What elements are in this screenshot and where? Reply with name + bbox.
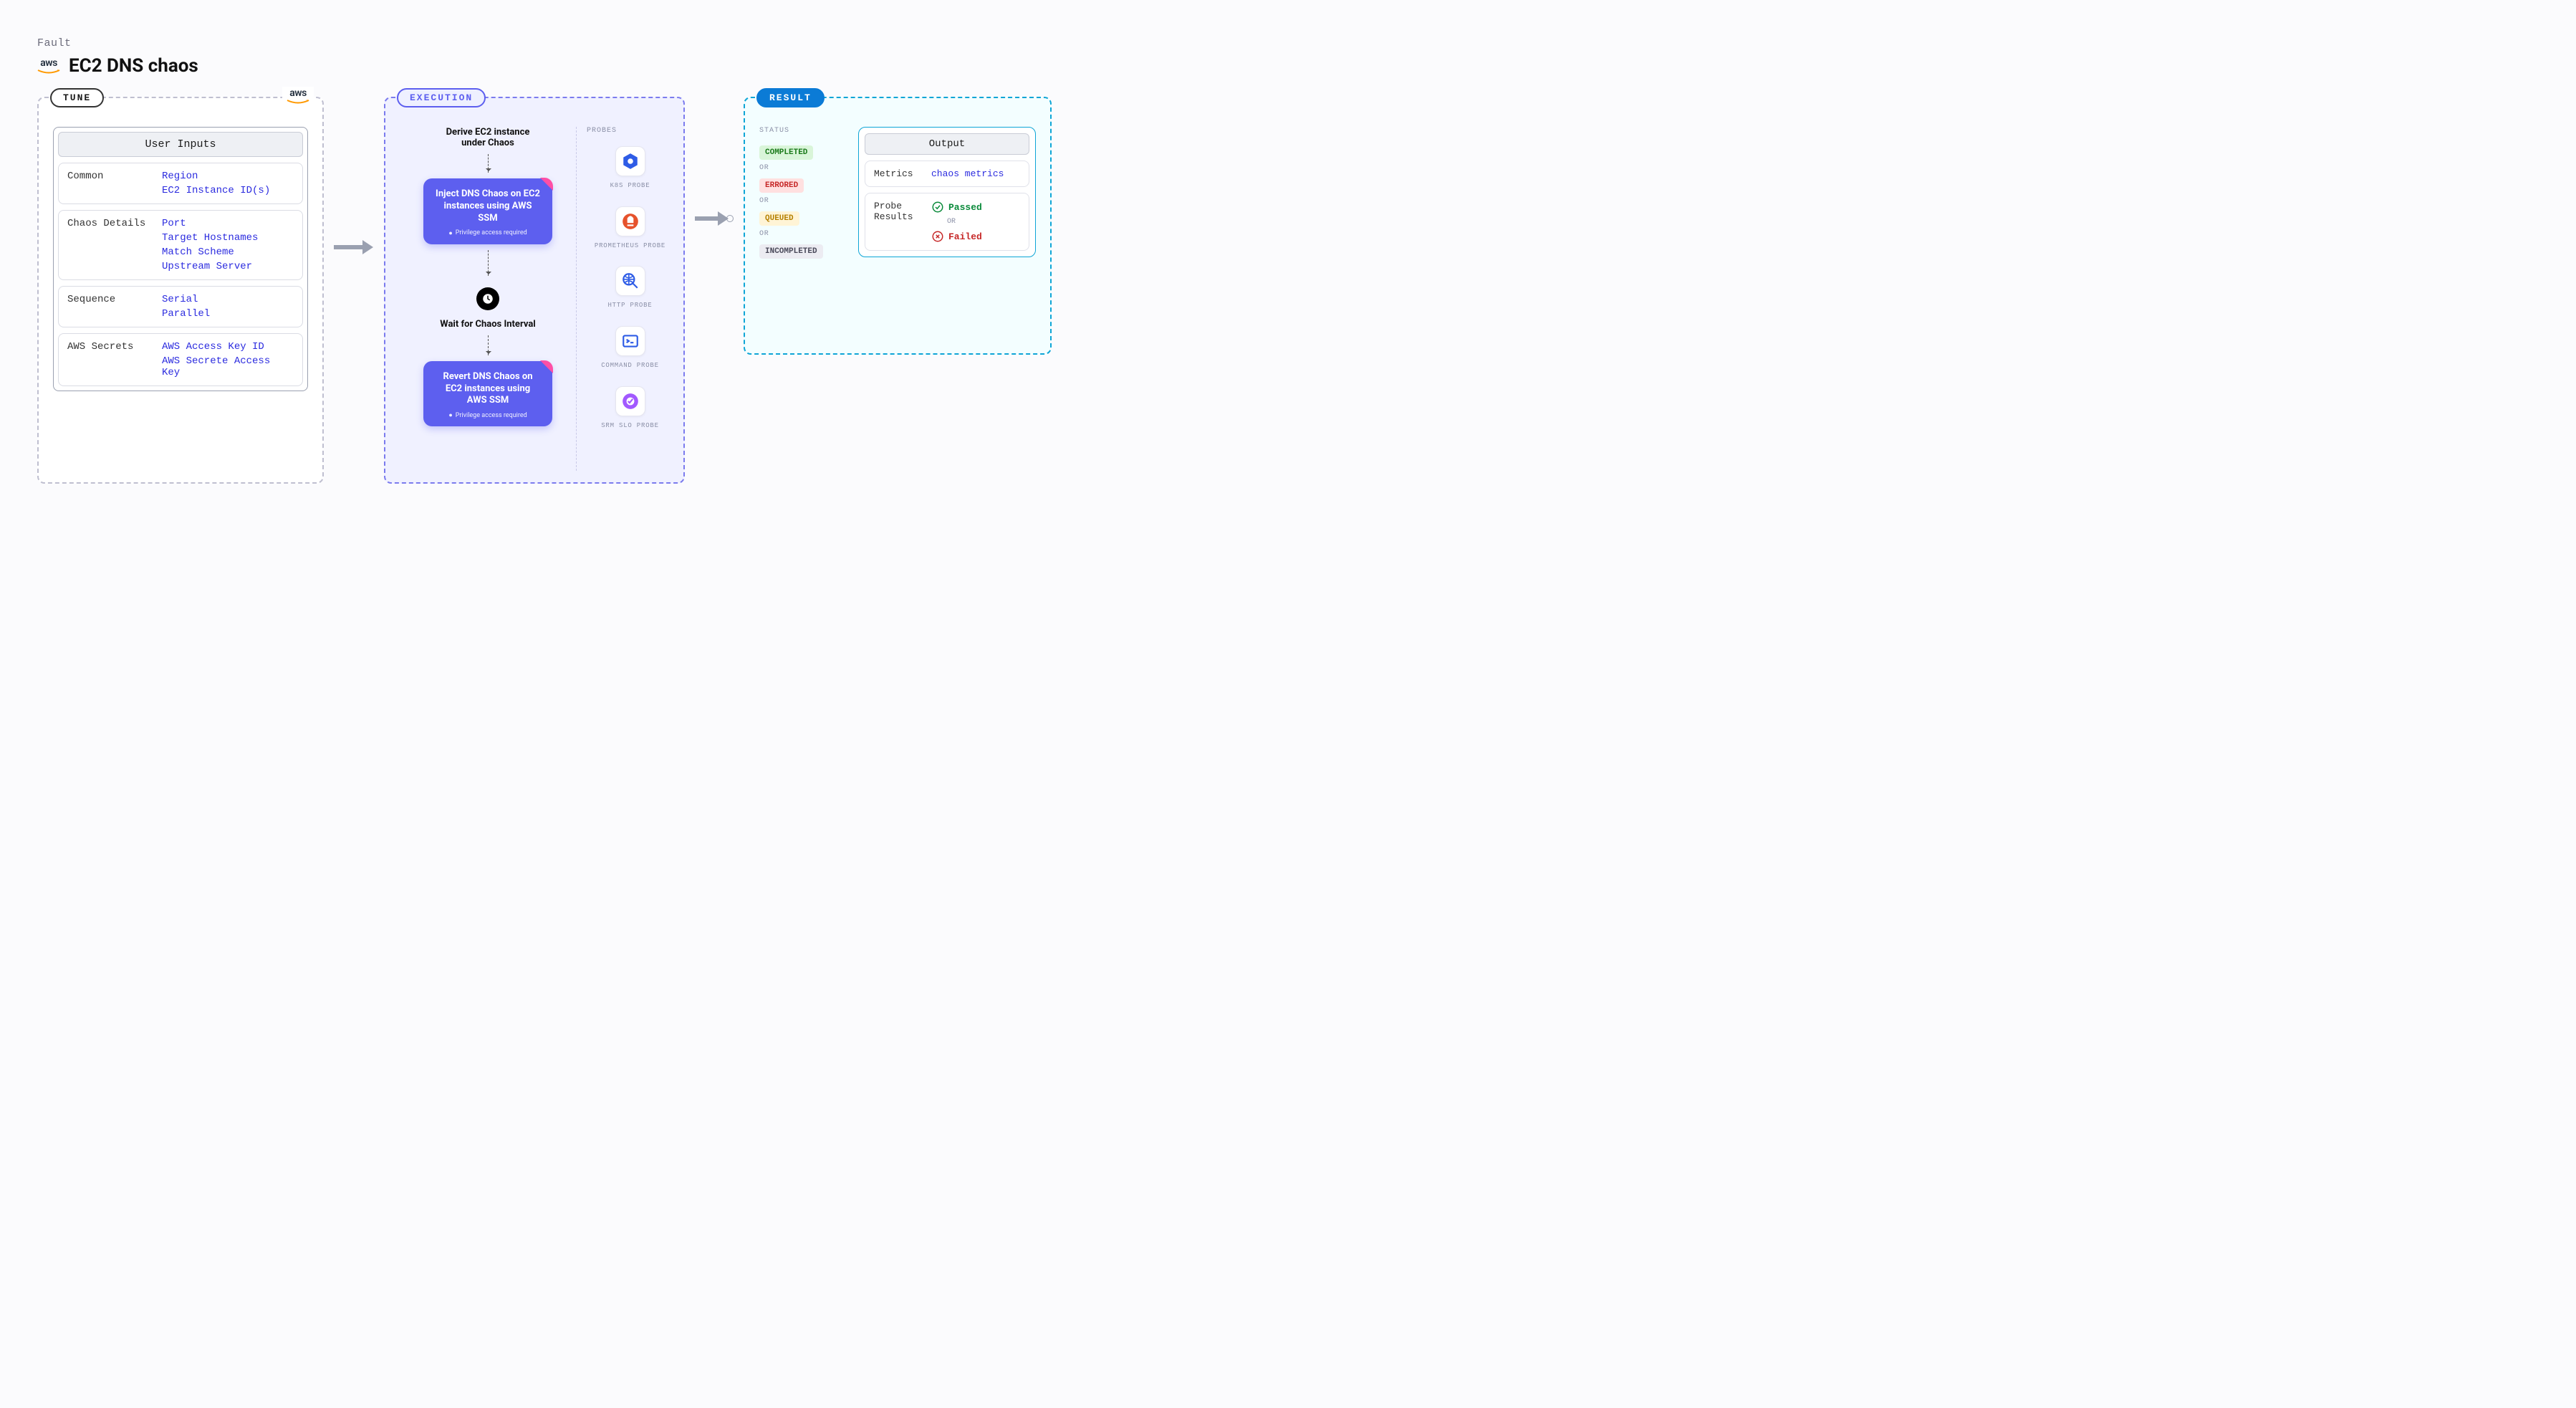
probe-label: PROMETHEUS PROBE — [595, 242, 665, 251]
result-label: RESULT — [756, 88, 825, 107]
input-section-values: Serial Parallel — [162, 294, 294, 320]
input-value-link[interactable]: Upstream Server — [162, 261, 294, 272]
x-circle-icon — [931, 230, 944, 243]
probe-label: COMMAND PROBE — [601, 362, 659, 370]
revert-step-card: Revert DNS Chaos on EC2 instances using … — [423, 361, 552, 427]
or-separator: OR — [759, 230, 845, 238]
flow-diagram: TUNE aws User Inputs CommonRegionEC2 Ins… — [37, 97, 2539, 484]
probe-item: COMMAND PROBE — [587, 326, 673, 370]
wait-step-text: Wait for Chaos Interval — [440, 319, 535, 330]
srm-probe-icon — [615, 386, 645, 416]
input-section-key: AWS Secrets — [67, 341, 153, 378]
probe-label: HTTP PROBE — [607, 302, 652, 310]
input-value-link[interactable]: Parallel — [162, 308, 294, 320]
input-section-values: Region EC2 Instance ID(s) — [162, 171, 294, 196]
input-section-values: Port Target Hostnames Match Scheme Upstream… — [162, 218, 294, 272]
arrow-down-icon — [488, 335, 489, 355]
derive-step-text: Derive EC2 instance under Chaos — [434, 127, 542, 148]
clock-icon — [476, 287, 499, 310]
revert-privilege-note: Privilege access required — [435, 411, 541, 419]
inject-step-title: Inject DNS Chaos on EC2 instances using … — [435, 188, 541, 225]
tune-panel: TUNE aws User Inputs CommonRegionEC2 Ins… — [37, 97, 324, 484]
page-title: EC2 DNS chaos — [69, 55, 198, 77]
input-value-link[interactable]: Serial — [162, 294, 294, 305]
or-separator: OR — [759, 197, 845, 205]
result-panel: RESULT STATUS COMPLETEDORERROREDORQUEUED… — [744, 97, 1052, 355]
http-probe-icon — [615, 266, 645, 296]
aws-logo-icon: aws — [37, 58, 60, 74]
cmd-probe-icon — [615, 326, 645, 356]
execution-label: EXECUTION — [397, 88, 486, 107]
output-title: Output — [865, 133, 1029, 155]
probe-failed: Failed — [931, 230, 1020, 243]
tune-label: TUNE — [50, 88, 104, 107]
input-section-key: Common — [67, 171, 153, 196]
input-section: AWS Secrets AWS Access Key ID AWS Secrete … — [58, 333, 303, 386]
chaos-metrics-link[interactable]: chaos metrics — [931, 168, 1020, 179]
title-row: aws EC2 DNS chaos — [37, 55, 2539, 77]
status-badge: INCOMPLETED — [759, 244, 823, 259]
output-card: Output Metrics chaos metrics Probe Resul… — [858, 127, 1036, 257]
probe-label: K8S PROBE — [610, 182, 650, 191]
status-badge: ERRORED — [759, 178, 804, 193]
input-value-link[interactable]: AWS Access Key ID — [162, 341, 294, 353]
input-section: Common Region EC2 Instance ID(s) — [58, 163, 303, 204]
arrow-execution-to-result-icon — [695, 210, 734, 227]
k8s-probe-icon — [615, 146, 645, 176]
input-value-link[interactable]: AWS Secrete Access Key — [162, 355, 294, 378]
probes-title: PROBES — [587, 127, 673, 135]
status-column: STATUS COMPLETED OR ERRORED OR QUEUED OR INCOM… — [759, 127, 845, 336]
input-value-link[interactable]: Port — [162, 218, 294, 229]
fault-label: Fault — [37, 37, 2539, 49]
prom-probe-icon — [615, 206, 645, 236]
inject-corner-badge-icon — [540, 178, 553, 191]
input-value-link[interactable]: Region — [162, 171, 294, 182]
check-circle-icon — [931, 201, 944, 214]
input-value-link[interactable]: EC2 Instance ID(s) — [162, 185, 294, 196]
probe-item: SRM SLO PROBE — [587, 386, 673, 431]
probe-item: K8S PROBE — [587, 146, 673, 191]
input-value-link[interactable]: Match Scheme — [162, 246, 294, 258]
input-section-key: Sequence — [67, 294, 153, 320]
execution-steps-column: Derive EC2 instance under Chaos Inject D… — [400, 127, 576, 471]
arrow-down-icon — [488, 154, 489, 173]
input-section: Chaos Details Port Target Hostnames Match S… — [58, 210, 303, 280]
or-separator: OR — [759, 164, 845, 172]
arrow-tune-to-execution-icon — [334, 239, 374, 256]
revert-step-title: Revert DNS Chaos on EC2 instances using … — [435, 371, 541, 408]
revert-corner-badge-icon — [540, 360, 553, 373]
status-badge: QUEUED — [759, 211, 799, 226]
probe-item: PROMETHEUS PROBE — [587, 206, 673, 251]
input-value-link[interactable]: Target Hostnames — [162, 232, 294, 244]
input-section-key: Chaos Details — [67, 218, 153, 272]
probe-label: SRM SLO PROBE — [601, 422, 659, 431]
metrics-row: Metrics chaos metrics — [865, 161, 1029, 187]
input-section-values: AWS Access Key ID AWS Secrete Access Key — [162, 341, 294, 378]
probe-results-key: Probe Results — [874, 201, 924, 243]
or-separator: OR — [931, 218, 1020, 226]
probes-column: PROBES K8S PROBE PROMETHEUS PROBE HTTP PRO… — [576, 127, 683, 471]
probe-item: HTTP PROBE — [587, 266, 673, 310]
status-badge: COMPLETED — [759, 145, 813, 160]
metrics-key: Metrics — [874, 168, 924, 179]
user-inputs-box: User Inputs Common Region EC2 Instance ID(… — [53, 127, 308, 391]
input-section: Sequence Serial Parallel — [58, 286, 303, 327]
execution-panel: EXECUTION Derive EC2 instance under Chao… — [384, 97, 685, 484]
aws-corner-icon: aws — [282, 87, 314, 105]
arrow-down-icon — [488, 250, 489, 276]
inject-privilege-note: Privilege access required — [435, 229, 541, 237]
probe-passed: Passed — [931, 201, 1020, 214]
status-title: STATUS — [759, 127, 845, 135]
inject-step-card: Inject DNS Chaos on EC2 instances using … — [423, 178, 552, 244]
probe-results-row: Probe Results Passed OR Failed — [865, 193, 1029, 251]
user-inputs-title: User Inputs — [58, 132, 303, 157]
